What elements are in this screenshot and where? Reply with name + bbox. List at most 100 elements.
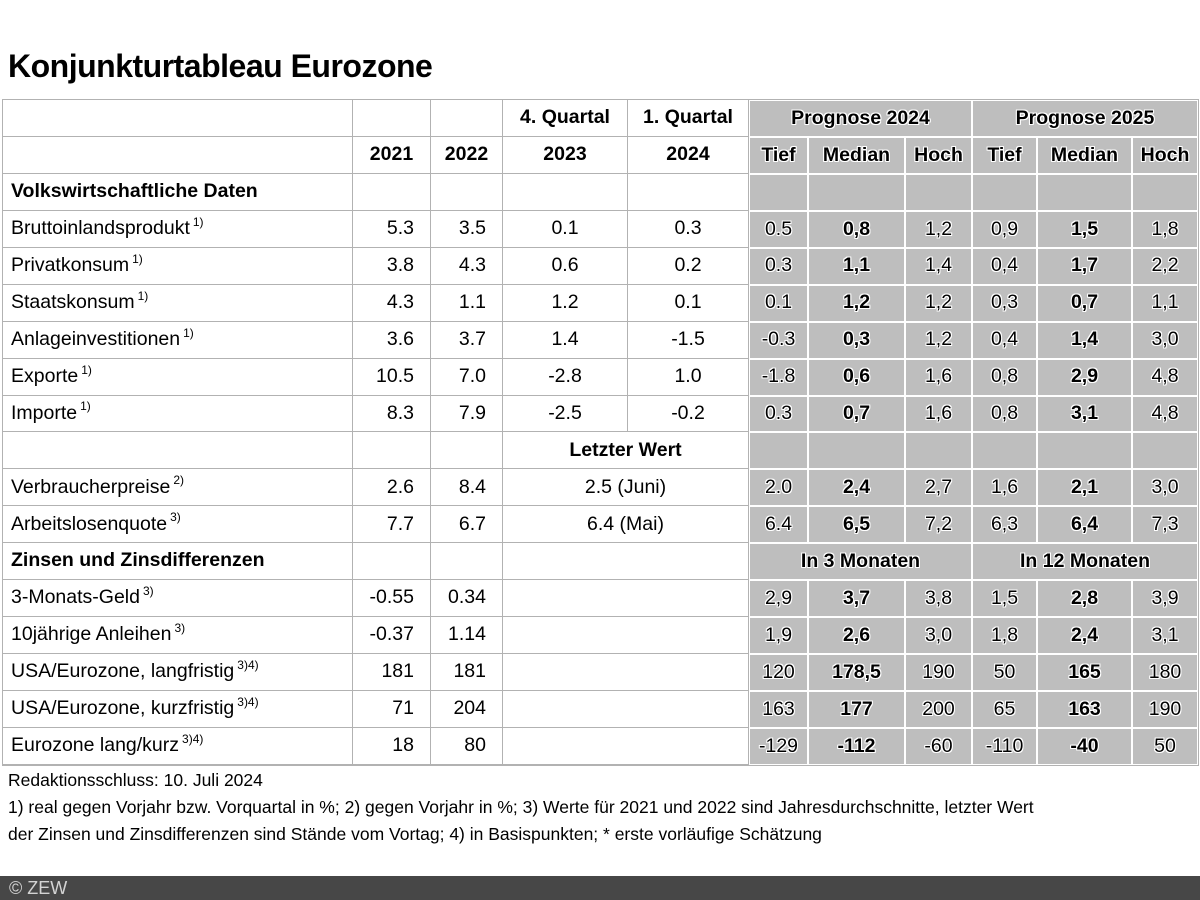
table-cell [1037, 173, 1132, 211]
table-cell: 180 [1132, 654, 1198, 691]
table-cell: 3,9 [1132, 580, 1198, 618]
table-cell: -110 [972, 727, 1037, 765]
table-cell: 0.3 [749, 247, 808, 285]
table-cell: 204 [431, 691, 503, 728]
row-label-3-monats-geld: 3-Monats-Geld 3) [3, 580, 353, 618]
table-cell: 165 [1037, 654, 1132, 691]
row-label-eurozone-lang-kurz: Eurozone lang/kurz 3)4) [3, 727, 353, 765]
konjunktur-table: 4. Quartal 1. Quartal Prognose 2024 Prognos… [2, 99, 1199, 766]
table-cell [972, 173, 1037, 211]
table-cell [503, 654, 749, 691]
col-header-2024: 2024 [628, 136, 749, 174]
table-cell [1132, 173, 1198, 211]
table-cell [808, 432, 905, 470]
col-header-median-2025: Median [1037, 136, 1132, 174]
table-cell: 10.5 [353, 358, 431, 396]
footnote-line-1: 1) real gegen Vorjahr bzw. Vorquartal in… [8, 797, 1034, 817]
table-cell: 2,1 [1037, 469, 1132, 507]
table-cell: 2.0 [749, 469, 808, 507]
col-header-hoch-2025: Hoch [1132, 136, 1198, 174]
table-cell: 0,3 [972, 284, 1037, 322]
table-cell: -40 [1037, 727, 1132, 765]
table-cell: 8.3 [353, 395, 431, 433]
table-cell: 1,2 [905, 210, 972, 248]
table-cell: 50 [972, 654, 1037, 691]
table-cell: 1,2 [905, 284, 972, 322]
table-cell: 3,0 [1132, 469, 1198, 507]
table-cell: 0,4 [972, 321, 1037, 359]
table-cell: 0.1 [503, 210, 628, 248]
table-cell [353, 432, 431, 470]
table-cell [3, 432, 353, 470]
page-title: Konjunkturtableau Eurozone [8, 48, 433, 84]
table-cell: 7.9 [431, 395, 503, 433]
table-cell: 1,2 [808, 284, 905, 322]
table-cell: -1.8 [749, 358, 808, 396]
table-cell: 2,8 [1037, 580, 1132, 618]
table-cell: 0,7 [808, 395, 905, 433]
table-cell [503, 173, 628, 211]
table-cell: 80 [431, 727, 503, 765]
col-header-2021: 2021 [353, 136, 431, 174]
table-cell: 1,8 [1132, 210, 1198, 248]
table-cell [503, 617, 749, 655]
table-cell: 0.3 [749, 395, 808, 433]
table-cell: 178,5 [808, 654, 905, 691]
subheader-in-12-monaten: In 12 Monaten [972, 543, 1198, 581]
table-cell: 0,4 [972, 247, 1037, 285]
table-cell: 3.6 [353, 321, 431, 359]
col-header-2022: 2022 [431, 136, 503, 174]
table-cell: -112 [808, 727, 905, 765]
col-header-q4: 4. Quartal [503, 100, 628, 137]
table-cell: -0.37 [353, 617, 431, 655]
table-cell [353, 100, 431, 137]
row-label-usa-eurozone-langfristig: USA/Eurozone, langfristig 3)4) [3, 654, 353, 691]
table-cell [905, 432, 972, 470]
table-cell: -2.8 [503, 358, 628, 396]
table-cell: 190 [1132, 691, 1198, 728]
table-cell: 2.6 [353, 469, 431, 507]
table-cell: 0.3 [628, 210, 749, 248]
table-cell [353, 543, 431, 581]
table-cell: 0.2 [628, 247, 749, 285]
col-header-tief-2025: Tief [972, 136, 1037, 174]
table-cell: 2,4 [808, 469, 905, 507]
table-cell: 18 [353, 727, 431, 765]
table-cell: 2,9 [749, 580, 808, 618]
table-cell: 7,3 [1132, 506, 1198, 544]
table-cell: 6.4 (Mai) [503, 506, 749, 544]
section-header-zinsen: Zinsen und Zinsdifferenzen [3, 543, 353, 581]
table-cell: 1.14 [431, 617, 503, 655]
table-cell: 0,7 [1037, 284, 1132, 322]
table-cell: 2,6 [808, 617, 905, 655]
table-cell [431, 543, 503, 581]
table-cell: 7.0 [431, 358, 503, 396]
table-cell: 1,7 [1037, 247, 1132, 285]
group-header-prognose-2025: Prognose 2025 [972, 100, 1198, 137]
table-cell: 1,6 [972, 469, 1037, 507]
table-cell: 0.5 [749, 210, 808, 248]
row-label-exporte: Exporte 1) [3, 358, 353, 396]
group-header-prognose-2024: Prognose 2024 [749, 100, 972, 137]
table-cell [905, 173, 972, 211]
table-cell [808, 173, 905, 211]
table-cell: 4,8 [1132, 395, 1198, 433]
table-cell: 177 [808, 691, 905, 728]
table-cell: 50 [1132, 727, 1198, 765]
table-cell: 0,6 [808, 358, 905, 396]
table-cell: 0.1 [628, 284, 749, 322]
table-cell [503, 691, 749, 728]
table-cell: 7,2 [905, 506, 972, 544]
table-cell: 1.2 [503, 284, 628, 322]
table-cell: 1,6 [905, 395, 972, 433]
subheader-letzter-wert: Letzter Wert [503, 432, 749, 470]
table-cell: 4.3 [353, 284, 431, 322]
table-cell: 1,1 [808, 247, 905, 285]
table-cell: 0,8 [808, 210, 905, 248]
table-cell [431, 432, 503, 470]
table-cell [749, 432, 808, 470]
col-header-median-2024: Median [808, 136, 905, 174]
table-cell: 3,1 [1132, 617, 1198, 655]
table-cell: 0.1 [749, 284, 808, 322]
table-cell: 1,4 [1037, 321, 1132, 359]
